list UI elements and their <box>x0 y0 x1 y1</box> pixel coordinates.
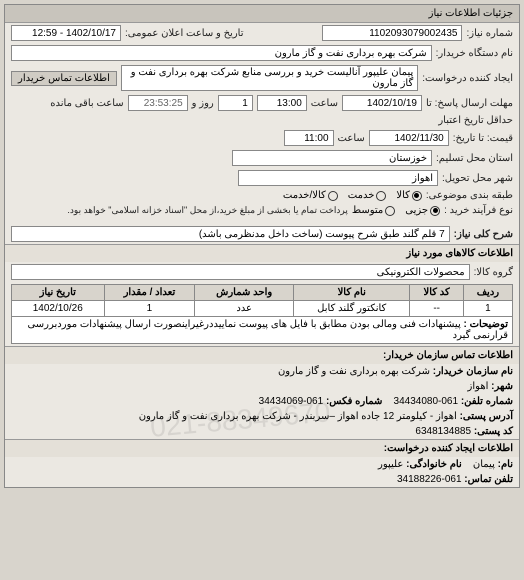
radio-khadamat[interactable]: خدمت <box>348 190 387 201</box>
delivery-label2: قیمت: تا تاریخ: <box>453 133 513 144</box>
phone-value: 061-34434080 <box>394 396 459 407</box>
contact-section-title: اطلاعات تماس سازمان خریدار: <box>5 346 519 364</box>
radio-jozi-label: جزیی <box>405 205 428 216</box>
contact-buyer-button[interactable]: اطلاعات تماس خریدار <box>11 71 117 86</box>
cell-row: 1 <box>463 301 512 317</box>
req-family-value: علیپور <box>378 459 403 470</box>
phone-label: شماره تلفن: <box>461 396 513 407</box>
address-value: اهواز - کیلومتر 12 جاده اهواز –سربندر - … <box>139 411 457 422</box>
category-label: طبقه بندی موضوعی: <box>426 190 513 201</box>
org-name-label: نام سازمان خریدار: <box>433 366 513 377</box>
th-code: کد کالا <box>410 285 463 301</box>
radio-kala-khadamat[interactable]: کالا/خدمت <box>283 190 338 201</box>
goods-group-label: گروه کالا: <box>474 267 513 278</box>
table-subrow: توضیحات : پیشنهادات فنی ومالی بودن مطابق… <box>12 317 513 344</box>
cell-code: -- <box>410 301 463 317</box>
req-family-label: نام خانوادگی: <box>406 459 462 470</box>
creator-label: ایجاد کننده درخواست: <box>422 73 513 84</box>
province-value: خوزستان <box>232 150 432 166</box>
fax-label: شماره فکس: <box>326 396 382 407</box>
radio-khadamat-label: خدمت <box>348 190 375 201</box>
request-number-label: شماره نیاز: <box>466 28 513 39</box>
deadline-label: مهلت ارسال پاسخ: تا <box>426 98 513 109</box>
goods-table: ردیف کد کالا نام کالا واحد شمارش تعداد /… <box>11 284 513 344</box>
th-name: نام کالا <box>293 285 410 301</box>
req-phone-value: 061-34188226 <box>397 474 462 485</box>
province-label: استان محل تسلیم: <box>436 153 513 164</box>
comments-value: پیشنهادات فنی ومالی بودن مطابق با فایل ه… <box>27 319 508 341</box>
panel-header: جزئیات اطلاعات نیاز <box>5 5 519 23</box>
cell-name: کانکتور گلند کابل <box>293 301 410 317</box>
req-name-value: پیمان <box>473 459 495 470</box>
buyer-org-value: شرکت بهره برداری نفت و گاز مارون <box>11 45 432 61</box>
cell-unit: عدد <box>195 301 294 317</box>
comments-label: توضیحات : <box>464 319 508 330</box>
remain-time: 23:53:25 <box>128 95 188 111</box>
desc-value: 7 قلم گلند طبق شرح پیوست (ساخت داخل مدنظ… <box>11 226 450 242</box>
city-label: شهر محل تحویل: <box>442 173 513 184</box>
creator-value: پیمان علیپور آنالیست خرید و بررسی منابع … <box>121 65 418 91</box>
desc-label: شرح کلی نیاز: <box>454 229 513 240</box>
radio-motevasset-label: متوسط <box>352 205 383 216</box>
requester-section-title: اطلاعات ایجاد کننده درخواست: <box>5 439 519 457</box>
remain-days: 1 <box>218 95 253 111</box>
delivery-label: حداقل تاریخ اعتبار <box>438 115 513 126</box>
request-number-value: 1102093079002435 <box>322 25 462 41</box>
deadline-hour: 13:00 <box>257 95 307 111</box>
cell-qty: 1 <box>104 301 195 317</box>
radio-kala[interactable]: کالا <box>396 190 422 201</box>
radio-kala-khadamat-label: کالا/خدمت <box>283 190 326 201</box>
postal-value: 6348134885 <box>415 426 471 437</box>
announce-datetime-label: تاریخ و ساعت اعلان عمومی: <box>125 28 244 39</box>
remain-days-label: روز و <box>192 98 214 109</box>
fax-value: 061-34434069 <box>259 396 324 407</box>
postal-label: کد پستی: <box>474 426 513 437</box>
org-name-value: شرکت بهره برداری نفت و گاز مارون <box>278 366 430 377</box>
delivery-date: 1402/11/30 <box>369 130 449 146</box>
org-city-label: شهر: <box>491 381 513 392</box>
purchase-type-group: جزیی متوسط <box>352 205 440 216</box>
goods-section-title: اطلاعات کالاهای مورد نیاز <box>5 244 519 262</box>
th-unit: واحد شمارش <box>195 285 294 301</box>
buyer-org-label: نام دستگاه خریدار: <box>436 48 513 59</box>
remain-suffix: ساعت باقی مانده <box>50 98 123 109</box>
deadline-date: 1402/10/19 <box>342 95 422 111</box>
radio-kala-label: کالا <box>396 190 410 201</box>
th-row: ردیف <box>463 285 512 301</box>
purchase-type-label: نوع فرآیند خرید : <box>444 205 513 216</box>
radio-jozi[interactable]: جزیی <box>405 205 440 216</box>
org-city-value: اهواز <box>468 381 489 392</box>
category-radio-group: کالا خدمت کالا/خدمت <box>283 190 422 201</box>
delivery-hour-label: ساعت <box>338 133 365 144</box>
req-name-label: نام: <box>498 459 513 470</box>
city-value: اهواز <box>238 170 438 186</box>
announce-datetime-value: 1402/10/17 - 12:59 <box>11 25 121 41</box>
delivery-hour: 11:00 <box>284 130 334 146</box>
deadline-hour-label: ساعت <box>311 98 338 109</box>
th-date: تاریخ نیاز <box>12 285 105 301</box>
goods-group-value: محصولات الکترونیکی <box>11 264 470 280</box>
req-phone-label: تلفن تماس: <box>464 474 513 485</box>
purchase-note: پرداخت تمام یا بخشی از مبلغ خرید،از محل … <box>67 205 347 216</box>
radio-motevasset[interactable]: متوسط <box>352 205 395 216</box>
cell-date: 1402/10/26 <box>12 301 105 317</box>
address-label: آدرس پستی: <box>460 411 513 422</box>
table-row: 1 -- کانکتور گلند کابل عدد 1 1402/10/26 <box>12 301 513 317</box>
th-qty: تعداد / مقدار <box>104 285 195 301</box>
